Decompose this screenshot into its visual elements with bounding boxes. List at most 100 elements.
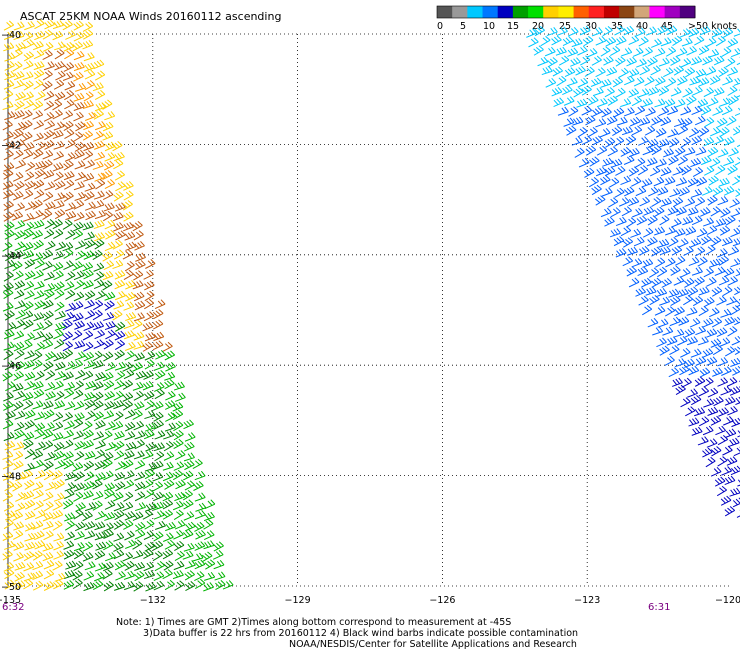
wind-barb (83, 22, 93, 31)
wind-barb (195, 510, 205, 518)
wind-barb (133, 582, 143, 591)
wind-barb (75, 192, 85, 200)
wind-barb (699, 287, 709, 295)
note-line-2: 3)Data buffer is 22 hrs from 20160112 4)… (143, 628, 578, 639)
wind-barb (689, 77, 699, 85)
wind-barb (734, 447, 740, 456)
legend-swatch (513, 6, 529, 18)
wind-barb (24, 281, 34, 290)
wind-barb (730, 199, 740, 208)
wind-barb (185, 522, 195, 531)
wind-barb (713, 107, 723, 116)
wind-barb (724, 268, 734, 277)
wind-barb (74, 182, 84, 190)
wind-barb (164, 372, 174, 380)
wind-barb (43, 361, 53, 371)
wind-barb (43, 30, 53, 39)
wind-barb (585, 67, 595, 76)
wind-barb (693, 296, 703, 305)
wind-barb (615, 166, 625, 175)
wind-barb (45, 182, 55, 190)
wind-barb (74, 271, 84, 280)
wind-barb (135, 522, 145, 531)
wind-barb (25, 181, 35, 190)
wind-barb (63, 332, 73, 341)
wind-barb (597, 98, 607, 106)
wind-barb (165, 423, 175, 431)
wind-barb (145, 520, 155, 529)
wind-barb (143, 381, 153, 390)
wind-barb (23, 400, 33, 409)
wind-barb (24, 533, 34, 541)
wind-barb (135, 301, 145, 310)
wind-barb (710, 127, 720, 136)
wind-barb (24, 491, 34, 500)
wind-barb (134, 231, 144, 240)
wind-barb (195, 542, 205, 551)
wind-barb (33, 149, 43, 158)
wind-barbs (3, 19, 740, 591)
wind-barb (34, 220, 44, 228)
wind-barb (74, 32, 84, 41)
legend-label: >50 knots (688, 21, 737, 32)
time-label-right: 6:31 (648, 602, 670, 613)
wind-barb (195, 493, 205, 501)
wind-barb (44, 61, 54, 69)
wind-barb (25, 372, 35, 380)
wind-barb (622, 127, 632, 135)
wind-barb (204, 541, 214, 549)
wind-barb (687, 389, 697, 398)
wind-barb (44, 311, 54, 320)
wind-barb (686, 96, 696, 106)
legend-swatch (589, 6, 605, 18)
wind-barb (33, 521, 43, 530)
wind-barb (559, 56, 569, 65)
wind-barb (701, 156, 711, 165)
wind-barb (65, 152, 75, 161)
wind-barb (44, 130, 54, 139)
wind-barb (34, 80, 43, 90)
wind-barb (115, 270, 125, 279)
wind-barb (53, 541, 63, 550)
wind-barb (85, 562, 95, 570)
wind-barb (682, 166, 692, 175)
wind-barb (74, 549, 84, 558)
wind-barb (24, 290, 34, 299)
wind-barb (646, 287, 656, 295)
wind-barb (163, 342, 173, 351)
wind-barb (94, 191, 104, 199)
wind-barb (717, 378, 727, 387)
wind-barb (74, 381, 83, 391)
wind-barb (23, 61, 33, 70)
wind-barb (699, 417, 709, 426)
wind-barb (114, 411, 123, 421)
wind-barb (105, 501, 115, 510)
wind-barb (704, 268, 714, 277)
wind-barb (165, 362, 175, 371)
wind-barb (44, 461, 54, 470)
wind-barb (4, 131, 14, 140)
wind-barb (595, 196, 605, 206)
wind-barb (592, 185, 602, 195)
wind-barb (660, 246, 670, 254)
wind-barb (665, 227, 675, 235)
wind-barb (684, 246, 694, 255)
wind-barb (85, 240, 95, 249)
wind-barb (34, 180, 44, 189)
wind-barb (94, 263, 104, 272)
wind-barb (13, 80, 23, 89)
wind-barb (135, 502, 146, 510)
wind-barb (588, 127, 598, 136)
wind-barb (25, 522, 35, 531)
wind-barb (722, 47, 732, 56)
wind-barb (692, 136, 702, 145)
wind-barb (632, 258, 642, 267)
wind-barb (105, 292, 115, 300)
wind-barb (572, 38, 582, 46)
wind-barb (630, 117, 640, 126)
wind-barb (608, 147, 618, 156)
wind-barb (175, 520, 185, 529)
wind-barb (74, 280, 84, 289)
wind-barb (155, 350, 165, 359)
wind-barb (204, 520, 214, 529)
